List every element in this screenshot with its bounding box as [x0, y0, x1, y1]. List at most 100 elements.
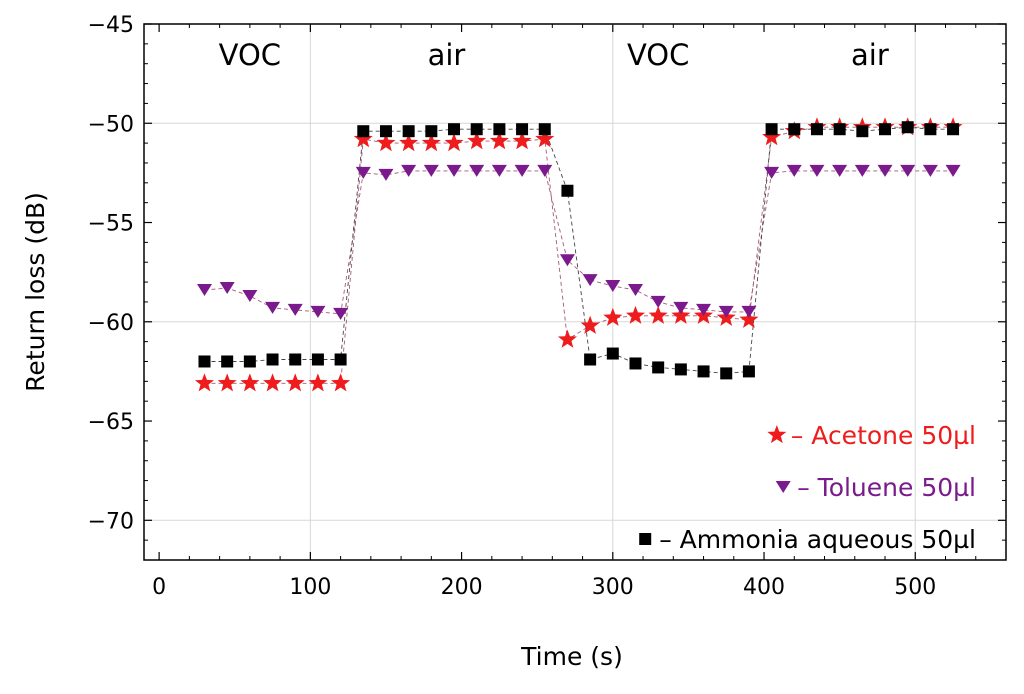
legend-item-acetone: – Acetone 50µl	[767, 421, 976, 450]
data-point	[788, 123, 801, 136]
data-point	[493, 123, 506, 136]
legend-marker	[639, 533, 652, 545]
data-point	[584, 353, 597, 366]
data-point	[379, 125, 392, 138]
legend-square-icon	[639, 533, 652, 545]
data-point	[627, 284, 643, 297]
data-point	[311, 353, 324, 366]
data-point	[423, 164, 439, 177]
data-point	[512, 131, 532, 150]
data-point	[287, 303, 303, 316]
data-point	[674, 363, 687, 376]
data-point	[742, 365, 755, 378]
data-point	[856, 125, 869, 138]
legend-marker	[775, 481, 791, 493]
data-point	[561, 184, 574, 197]
x-tick-label: 300	[592, 575, 634, 600]
data-point	[399, 133, 419, 152]
data-point	[376, 133, 396, 152]
y-tick-label: −70	[88, 509, 134, 534]
legend-label-ammonia: – Ammonia aqueous 50µl	[659, 525, 976, 554]
data-point	[557, 329, 577, 348]
y-tick-label: −50	[88, 112, 134, 137]
data-series	[194, 117, 963, 392]
data-point	[900, 164, 916, 177]
data-point	[810, 123, 823, 136]
data-point	[353, 129, 373, 148]
data-point	[196, 284, 212, 297]
data-point	[240, 373, 260, 392]
phase-label-0: VOC	[219, 38, 281, 72]
legend-triangle-down-icon	[775, 481, 791, 493]
data-point	[285, 373, 305, 392]
data-point	[652, 361, 665, 374]
data-point	[739, 309, 759, 328]
data-point	[945, 164, 961, 177]
data-point	[538, 123, 551, 136]
data-point	[402, 125, 415, 138]
data-point	[762, 127, 782, 146]
data-point	[194, 373, 214, 392]
data-point	[331, 373, 351, 392]
data-point	[308, 373, 328, 392]
data-point	[854, 164, 870, 177]
data-point	[901, 121, 914, 134]
data-point	[421, 133, 441, 152]
data-point	[310, 305, 326, 318]
x-tick-label: 100	[289, 575, 331, 600]
data-point	[537, 164, 553, 177]
data-point	[217, 373, 237, 392]
data-point	[514, 164, 530, 177]
legend-label-acetone: – Acetone 50µl	[791, 421, 976, 450]
plot-frame	[143, 23, 1007, 561]
data-point	[491, 164, 507, 177]
data-point	[243, 355, 256, 368]
grid-lines	[144, 24, 1006, 560]
data-point	[444, 133, 464, 152]
data-point	[378, 168, 394, 181]
data-point	[289, 353, 302, 366]
data-point	[603, 307, 623, 326]
data-point	[198, 355, 211, 368]
legend-label-toluene: – Toluene 50µl	[797, 473, 976, 502]
data-point	[625, 305, 645, 324]
data-point	[219, 282, 235, 295]
x-tick-label: 200	[441, 575, 483, 600]
data-point	[334, 353, 347, 366]
x-tick-label: 500	[894, 575, 936, 600]
data-point	[924, 123, 937, 136]
data-point	[833, 123, 846, 136]
data-point	[832, 164, 848, 177]
data-point	[489, 131, 509, 150]
data-point	[673, 301, 689, 314]
data-point	[877, 164, 893, 177]
trace-0	[204, 126, 954, 384]
data-point	[947, 123, 960, 136]
phase-label-2: VOC	[627, 38, 689, 72]
data-point	[580, 315, 600, 334]
legend-item-ammonia: – Ammonia aqueous 50µl	[639, 525, 976, 554]
y-tick-label: −60	[88, 311, 134, 336]
data-point	[764, 166, 780, 179]
data-point	[535, 129, 555, 148]
data-point	[741, 305, 757, 318]
phase-label-1: air	[428, 38, 466, 72]
phase-label-3: air	[851, 38, 889, 72]
y-axis-title: Return loss (dB)	[21, 192, 50, 392]
data-point	[606, 347, 619, 360]
data-point	[696, 303, 712, 316]
data-point	[720, 367, 733, 380]
data-point	[765, 123, 778, 136]
data-point	[448, 123, 461, 136]
data-point	[263, 373, 283, 392]
data-point	[697, 365, 710, 378]
data-point	[879, 123, 892, 136]
data-point	[467, 131, 487, 150]
data-point	[242, 289, 258, 302]
data-point	[648, 305, 668, 324]
y-tick-label: −55	[88, 212, 134, 237]
x-axis-title: Time (s)	[520, 642, 623, 671]
data-point	[922, 164, 938, 177]
data-point	[671, 305, 691, 324]
